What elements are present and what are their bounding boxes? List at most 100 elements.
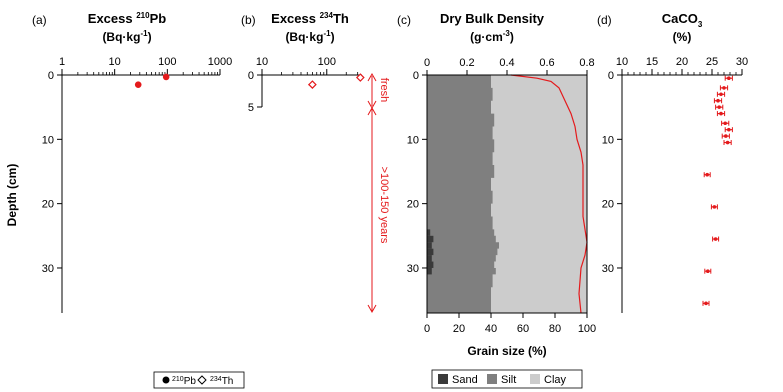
panel-b-title: Excess 234Th [271,11,349,26]
legend-clay-label: Clay [544,374,567,386]
caco3-point [727,127,731,132]
panel-c-y-tick-label: 30 [407,263,419,275]
panel-c-bottom-tick-label: 100 [578,323,596,335]
sand-area [427,255,432,262]
panel-c-label: (c) [397,13,411,27]
caco3-point [722,86,726,90]
panel-c-units: (g·cm-3) [470,29,514,44]
panel-d-x-tick-label: 10 [616,56,628,68]
caco3-point [716,98,720,103]
panel-c-top-tick-label: 0.4 [499,57,514,69]
panel-b: (b) Excess 234Th (Bq·kg-1) 10 100 0 5 fres… [241,11,390,314]
panel-d-y-tick-label: 30 [602,263,614,275]
sand-area [427,242,432,249]
sand-area [427,248,434,256]
panel-a-x-tick-label: 1000 [208,56,232,68]
panel-a-y-tick-label: 30 [42,263,54,275]
legend-pb-label: 210Pb [172,376,196,387]
panel-c-bottom-tick-label: 0 [424,323,430,335]
panel-c: (c) Dry Bulk Density (g·cm-3) 0 0.2 0.4 0.6… [397,11,596,358]
panel-a-x-tick-label: 1 [59,56,65,68]
caco3-point [705,172,709,177]
panel-c-top-tick-label: 0 [424,57,430,69]
legend-sand-label: Sand [452,374,478,386]
sand-area [427,267,432,275]
legend-sand-swatch [438,374,448,384]
panel-b-x-tick-label: 100 [318,56,336,68]
legend-clay-swatch [530,374,540,384]
panel-b-x-tick-label: 10 [256,56,268,68]
caco3-point [724,134,728,138]
old-arrow-head-bottom [367,304,377,314]
panel-c-y-tick-label: 20 [407,199,419,211]
panel-c-bottom-tick-label: 60 [517,323,529,335]
panel-b-y-tick-label: 5 [248,102,254,114]
pb-point [134,81,142,88]
panel-a-ylabel: Depth (cm) [5,164,19,227]
panel-b-y-tick-label: 0 [248,70,254,82]
pb-point [162,73,170,81]
caco3-point [717,105,721,109]
old-label: >100-150 years [378,167,390,244]
sand-area [427,261,434,268]
legend-silt-swatch [487,374,497,384]
legend-grain-size: Sand Silt Clay [431,369,583,389]
caco3-point [719,92,723,97]
th-point [355,73,365,82]
panel-a-units: (Bq·kg-1) [102,29,151,44]
panel-a-x-tick-label: 100 [158,56,176,68]
sand-area [427,235,434,243]
panel-d-x-tick-label: 15 [646,56,658,68]
panel-c-bottom-tick-label: 40 [485,323,497,335]
panel-b-label: (b) [241,13,256,27]
panel-b-units: (Bq·kg-1) [285,29,334,44]
panel-d-y-tick-label: 20 [602,199,614,211]
panel-c-y-tick-label: 0 [413,70,419,82]
old-arrow-head-top [367,106,377,116]
caco3-point [706,269,710,273]
legend-isotopes: 210Pb 234Th [153,371,245,389]
panel-a-y-tick-label: 10 [42,134,54,146]
caco3-point [712,205,717,209]
legend-th-label: 234Th [210,376,233,387]
legend-grain-frame [431,369,583,389]
panel-d-label: (d) [597,13,612,27]
caco3-point [727,76,731,81]
fresh-label: fresh [378,78,390,102]
legend-silt-label: Silt [501,374,516,386]
caco3-point [719,111,723,116]
panel-a: (a) Excess 210Pb (Bq·kg-1) 1 10 100 1000 0 1… [5,11,232,313]
panel-c-top-tick-label: 0.2 [459,57,474,69]
panel-d-x-tick-label: 25 [706,56,718,68]
density-line [510,74,588,314]
panel-a-title: Excess 210Pb [88,11,166,26]
caco3-point [713,237,718,241]
sand-area [427,229,431,236]
panel-c-bottom-tick-label: 20 [453,323,465,335]
panel-d-y-tick-label: 0 [608,70,614,82]
panel-c-y-tick-label: 10 [407,134,419,146]
panel-a-y-tick-label: 0 [48,70,54,82]
panel-a-label: (a) [32,13,47,27]
fresh-arrow-head-top [367,72,377,82]
th-point [308,80,317,89]
panel-d-x-tick-label: 30 [736,56,748,68]
panel-d-title: CaCO3 [662,11,703,29]
caco3-point [725,140,730,145]
panel-c-bottom-tick-label: 80 [549,323,561,335]
panel-c-xlabel: Grain size (%) [467,344,546,358]
panel-c-title: Dry Bulk Density [440,11,545,26]
panel-a-y-tick-label: 20 [42,199,54,211]
panel-d-x-tick-label: 20 [676,56,688,68]
panel-c-top-tick-label: 0.6 [539,57,554,69]
silt-area [427,75,499,313]
legend-th-marker [197,375,207,385]
legend-pb-marker [162,376,170,384]
panel-d-y-tick-label: 10 [602,134,614,146]
panel-d-units: (%) [673,30,692,44]
age-annotations: fresh >100-150 years [367,72,390,314]
caco3-point [723,121,727,126]
caco3-point [704,301,708,306]
